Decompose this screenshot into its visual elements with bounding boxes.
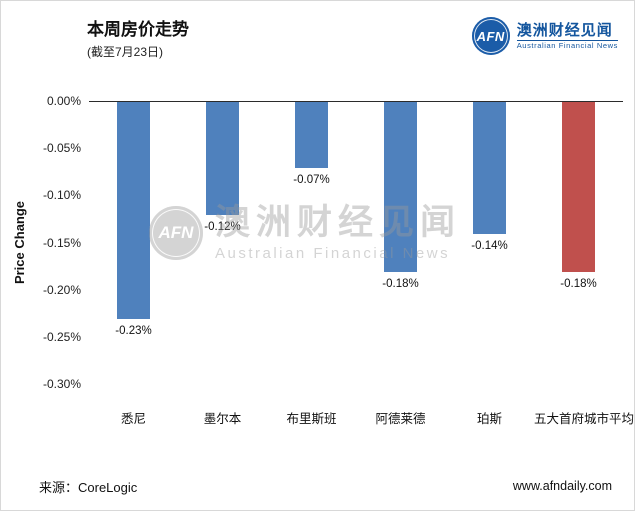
y-tick-label: -0.25% <box>42 329 81 344</box>
category-label: 悉尼 <box>120 412 146 426</box>
y-tick-label: -0.15% <box>42 235 81 250</box>
category-label: 五大首府城市平均 <box>534 412 635 426</box>
afn-logo-icon: AFN <box>471 17 510 55</box>
y-tick-label: -0.30% <box>42 377 81 391</box>
afn-logo-text: 澳洲财经见闻 Australian Financial News <box>516 21 618 51</box>
bar-五大首府城市平均 <box>562 102 595 272</box>
chart-title: 本周房价走势 <box>87 20 189 39</box>
website-url: www.afndaily.com <box>512 479 612 493</box>
bar-珀斯 <box>473 102 506 235</box>
bar-墨尔本 <box>206 102 239 216</box>
plot-area: -0.23% -0.12% -0.07% -0.18% -0.14% -0.18% <box>89 101 623 385</box>
y-tick-label: -0.10% <box>42 188 81 203</box>
bar-value-label: -0.18% <box>560 277 597 290</box>
bar-value-label: -0.18% <box>382 277 419 290</box>
y-tick-label: 0.00% <box>46 94 81 108</box>
y-tick-label: -0.05% <box>42 141 81 156</box>
afn-logo: AFN 澳洲财经见闻 Australian Financial News <box>471 17 618 55</box>
y-tick-labels: 0.00% -0.05% -0.10% -0.15% -0.20% -0.25% -0.30… <box>1 94 81 391</box>
bar-value-label: -0.23% <box>115 324 152 337</box>
chart-subtitle: (截至7月23日) <box>87 45 164 59</box>
category-label: 珀斯 <box>476 412 502 426</box>
category-label: 墨尔本 <box>203 412 242 426</box>
category-label: 阿德莱德 <box>375 412 426 426</box>
y-tick-label: -0.20% <box>42 282 81 297</box>
bar-value-label: -0.07% <box>293 174 330 187</box>
bar-布里斯班 <box>295 102 328 169</box>
bar-value-label: -0.14% <box>471 240 508 253</box>
category-label: 布里斯班 <box>286 412 337 426</box>
source-credit: 来源：CoreLogic <box>39 480 138 495</box>
bar-悉尼 <box>117 102 150 319</box>
logo-name-en: Australian Financial News <box>516 39 618 50</box>
category-axis: 悉尼 墨尔本 布里斯班 阿德莱德 珀斯 五大首府城市平均 <box>89 408 635 428</box>
bar-value-label: -0.12% <box>204 221 241 234</box>
logo-name-cn: 澳洲财经见闻 <box>516 21 613 39</box>
bar-阿德莱德 <box>384 102 417 272</box>
